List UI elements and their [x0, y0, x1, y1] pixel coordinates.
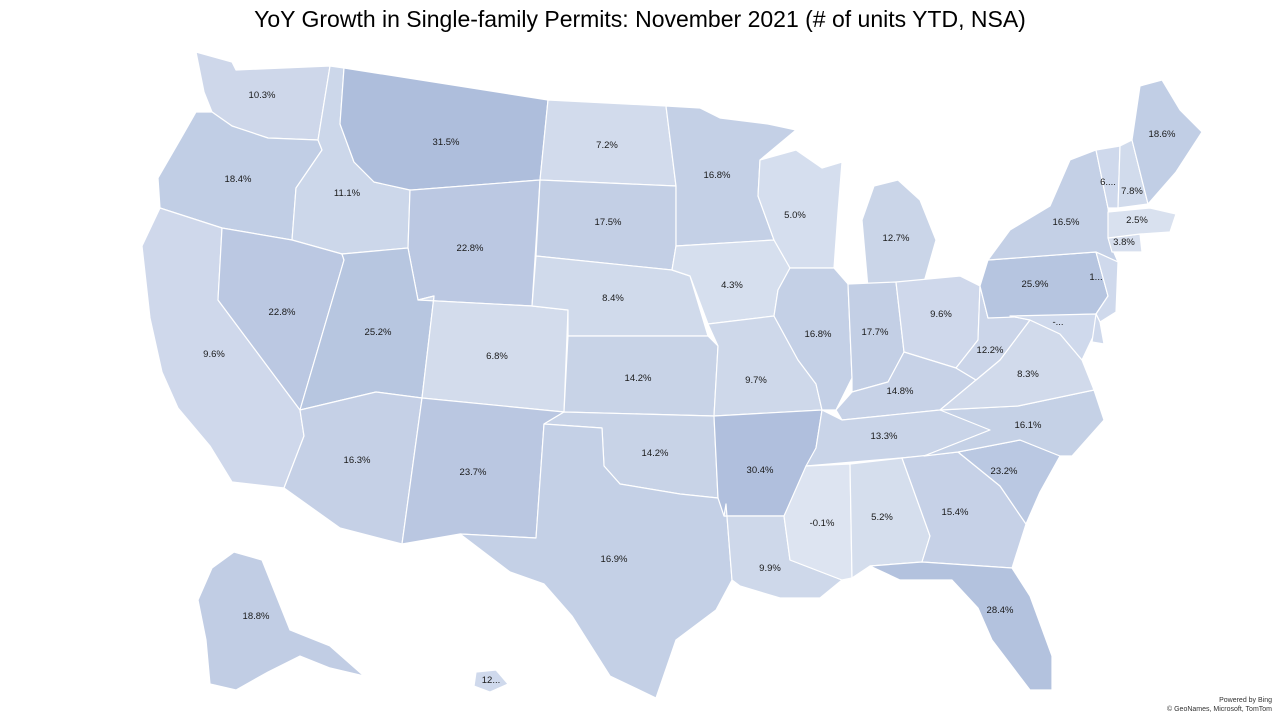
state-label-la: 9.9% — [759, 563, 781, 574]
state-label-az: 16.3% — [344, 455, 371, 466]
state-label-va: 8.3% — [1017, 369, 1039, 380]
state-hi[interactable] — [473, 669, 509, 693]
state-label-oh: 9.6% — [930, 309, 952, 320]
state-label-fl: 28.4% — [987, 605, 1014, 616]
state-label-ky: 14.8% — [887, 386, 914, 397]
state-ma[interactable] — [1107, 207, 1177, 239]
state-label-wv: 12.2% — [977, 345, 1004, 356]
state-az[interactable] — [283, 391, 423, 545]
state-label-ga: 15.4% — [942, 507, 969, 518]
state-label-mi: 12.7% — [883, 233, 910, 244]
state-label-wy: 22.8% — [457, 243, 484, 254]
state-mt[interactable] — [339, 67, 549, 191]
state-label-ms: -0.1% — [810, 518, 835, 529]
state-label-ak: 18.8% — [243, 611, 270, 622]
state-label-sc: 23.2% — [991, 466, 1018, 477]
state-label-mn: 16.8% — [704, 170, 731, 181]
state-label-ne: 8.4% — [602, 293, 624, 304]
state-label-nm: 23.7% — [460, 467, 487, 478]
state-me[interactable] — [1131, 79, 1203, 205]
state-label-ok: 14.2% — [642, 448, 669, 459]
state-label-ia: 4.3% — [721, 280, 743, 291]
map-title: YoY Growth in Single-family Permits: Nov… — [254, 6, 1026, 32]
map-credits: Powered by Bing © GeoNames, Microsoft, T… — [1167, 696, 1272, 714]
state-label-al: 5.2% — [871, 512, 893, 523]
attribution-text: © GeoNames, Microsoft, TomTom — [1167, 706, 1272, 713]
state-wi[interactable] — [757, 149, 843, 269]
state-label-vt: 6.... — [1100, 177, 1116, 188]
state-tx[interactable] — [459, 423, 733, 699]
state-label-ks: 14.2% — [625, 373, 652, 384]
state-labels: 10.3% 18.4% 9.6% 11.1% 22.8% 31.5% 22.8% 25.2% 1… — [203, 90, 1176, 686]
state-label-nh: 7.8% — [1121, 186, 1143, 197]
state-label-hi: 12... — [482, 675, 501, 686]
state-label-nv: 22.8% — [269, 307, 296, 318]
state-label-ny: 16.5% — [1053, 217, 1080, 228]
state-label-or: 18.4% — [225, 174, 252, 185]
state-label-nj: 1... — [1089, 272, 1102, 283]
state-label-nd: 7.2% — [596, 140, 618, 151]
state-label-ar: 30.4% — [747, 465, 774, 476]
state-label-ut: 25.2% — [365, 327, 392, 338]
state-label-md: -... — [1052, 317, 1063, 328]
state-ak[interactable] — [197, 551, 365, 691]
state-label-co: 6.8% — [486, 351, 508, 362]
state-label-in: 17.7% — [862, 327, 889, 338]
state-fl[interactable] — [869, 561, 1053, 691]
state-shapes — [141, 51, 1203, 699]
state-label-mo: 9.7% — [745, 375, 767, 386]
state-label-ca: 9.6% — [203, 349, 225, 360]
state-label-tn: 13.3% — [871, 431, 898, 442]
state-label-pa: 25.9% — [1022, 279, 1049, 290]
state-label-il: 16.8% — [805, 329, 832, 340]
state-label-ma: 2.5% — [1126, 215, 1148, 226]
state-ny[interactable] — [987, 149, 1119, 263]
state-label-wa: 10.3% — [249, 90, 276, 101]
powered-by-text: Powered by Bing — [1219, 697, 1272, 704]
state-label-nc: 16.1% — [1015, 420, 1042, 431]
state-label-tx: 16.9% — [601, 554, 628, 565]
state-label-sd: 17.5% — [595, 217, 622, 228]
state-label-id: 11.1% — [334, 188, 361, 199]
state-de[interactable] — [1091, 313, 1105, 345]
state-label-me: 18.6% — [1149, 129, 1176, 140]
state-label-ct: 3.8% — [1113, 237, 1135, 248]
state-label-mt: 31.5% — [433, 137, 460, 148]
state-label-wi: 5.0% — [784, 210, 806, 221]
